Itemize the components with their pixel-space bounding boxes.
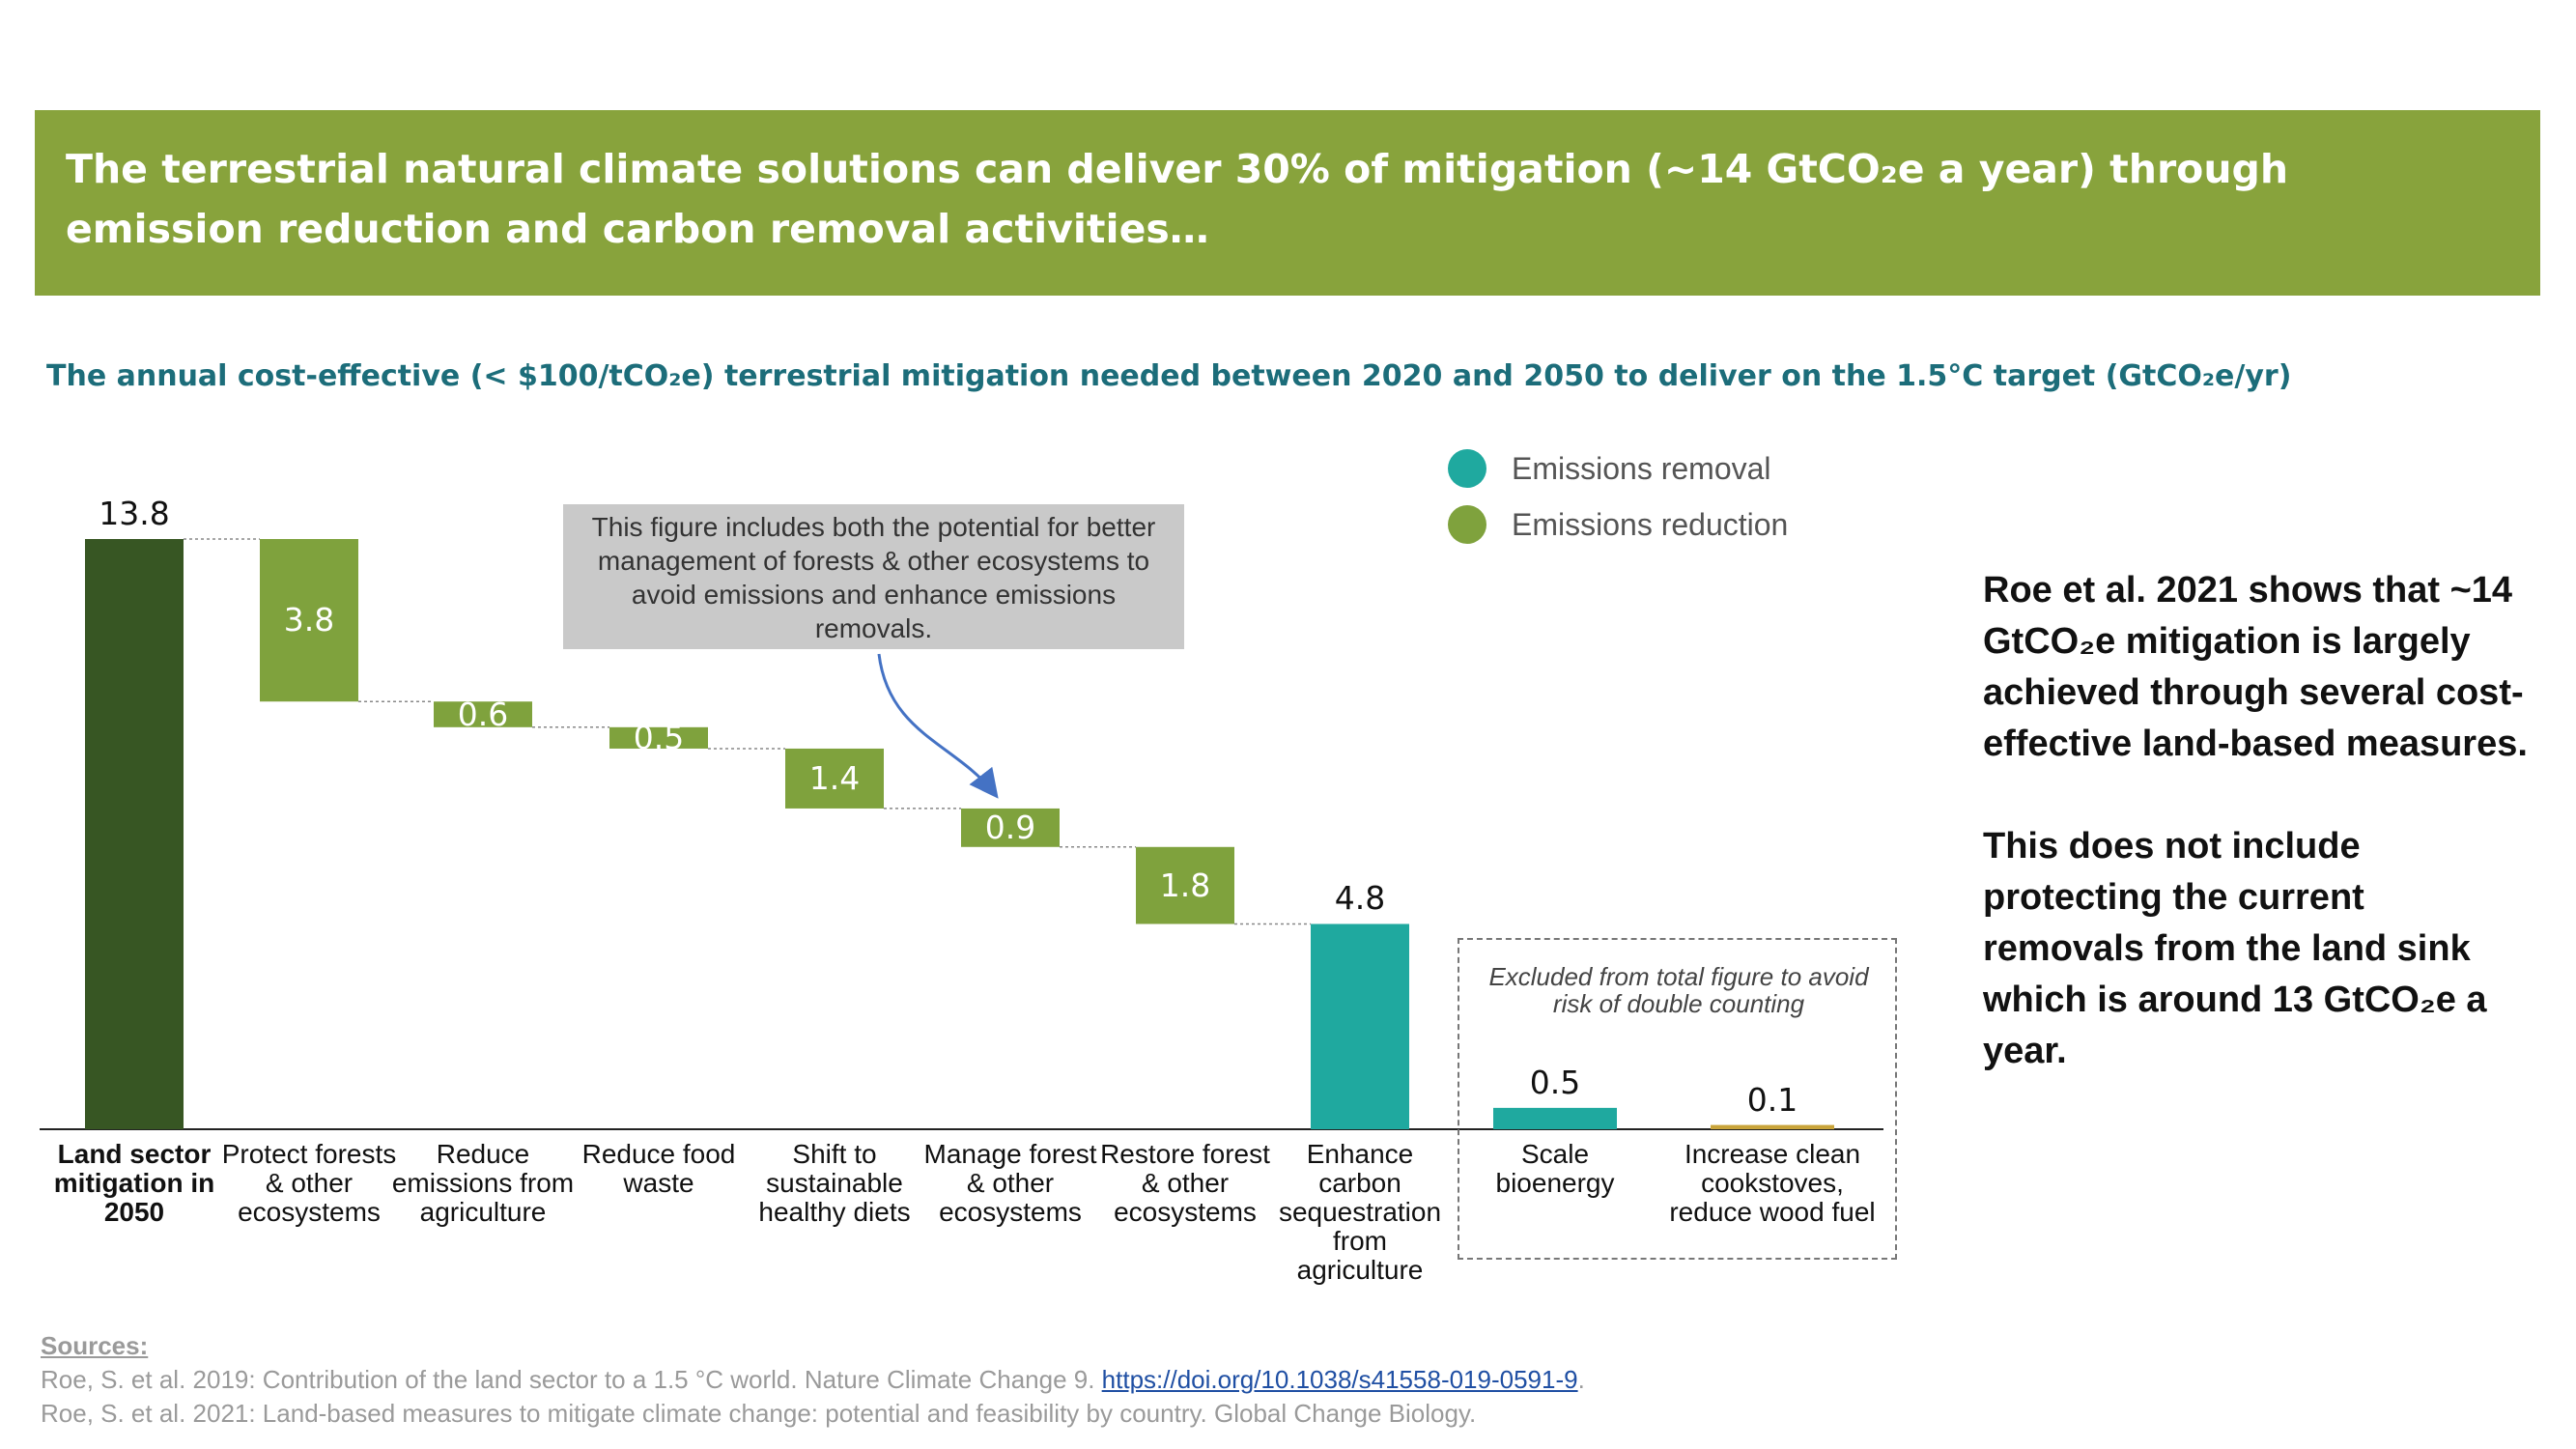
header-bar: The terrestrial natural climate solution… (35, 110, 2540, 296)
chart-title: The annual cost-effective (< $100/tCO₂e)… (46, 359, 2292, 393)
callout-arrow (877, 653, 999, 799)
value-label: 0.5 (1529, 1063, 1581, 1101)
bar (961, 808, 1060, 847)
sources: Sources: Roe, S. et al. 2019: Contributi… (41, 1329, 1585, 1431)
bar (260, 539, 358, 702)
x-tick-label: Protect forests & other ecosystems (221, 1139, 397, 1227)
x-tick-label: Enhance carbon sequestration from agricu… (1278, 1139, 1442, 1285)
value-label: 0.1 (1746, 1080, 1798, 1119)
legend-label: Emissions reduction (1512, 507, 1789, 542)
bar (85, 539, 184, 1129)
side-paragraph: Roe et al. 2021 shows that ~14 GtCO₂e mi… (1983, 570, 2528, 764)
value-label: 1.8 (1159, 866, 1211, 904)
excluded-note: Excluded from total figure to avoid risk… (1488, 962, 1869, 1018)
x-tick-label: Increase clean cookstoves, reduce wood f… (1669, 1139, 1876, 1227)
source-text: . (1577, 1365, 1585, 1394)
side-text: Roe et al. 2021 shows that ~14 GtCO₂e mi… (1983, 565, 2534, 1128)
x-tick-label: Reduce food waste (581, 1139, 736, 1198)
value-label: 0.5 (633, 718, 685, 756)
side-paragraph: This does not include protecting the cur… (1983, 826, 2487, 1071)
x-tick-label: Shift to sustainable healthy diets (758, 1139, 911, 1227)
source-text: Roe, S. et al. 2021: Land-based measures… (41, 1399, 1477, 1428)
bar (1711, 1124, 1834, 1129)
x-tick-label: Scale bioenergy (1495, 1139, 1615, 1198)
value-label: 4.8 (1334, 879, 1386, 918)
bar (1311, 923, 1409, 1129)
source-line: Roe, S. et al. 2021: Land-based measures… (41, 1397, 1585, 1431)
slide-title: The terrestrial natural climate solution… (66, 146, 2289, 252)
source-text: Roe, S. et al. 2019: Contribution of the… (41, 1365, 1102, 1394)
value-label: 0.9 (984, 808, 1036, 846)
bar (609, 726, 708, 749)
sources-title: Sources: (41, 1331, 149, 1360)
bar (1136, 846, 1234, 924)
bar (434, 701, 532, 727)
bar (785, 748, 884, 809)
source-line: Roe, S. et al. 2019: Contribution of the… (41, 1363, 1585, 1397)
legend-label: Emissions removal (1512, 451, 1771, 486)
value-label: 3.8 (283, 601, 335, 639)
callout-text: This figure includes both the potential … (591, 512, 1156, 643)
source-link[interactable]: https://doi.org/10.1038/s41558-019-0591-… (1101, 1365, 1578, 1394)
x-tick-label: Reduce emissions from agriculture (391, 1139, 575, 1227)
x-tick-label: Manage forest & other ecosystems (923, 1139, 1097, 1227)
bar (1493, 1107, 1617, 1129)
value-label: 13.8 (99, 495, 170, 532)
x-tick-label: Restore forest & other ecosystems (1100, 1139, 1270, 1227)
callout-box: This figure includes both the potential … (563, 504, 1184, 649)
value-label: 0.6 (457, 695, 509, 733)
legend-marker (1448, 449, 1486, 488)
excluded-box: Excluded from total figure to avoid risk… (1458, 938, 1897, 1260)
x-tick-label: Land sector mitigation in 2050 (53, 1139, 215, 1227)
value-label: 1.4 (808, 758, 861, 797)
legend-marker (1448, 505, 1486, 544)
